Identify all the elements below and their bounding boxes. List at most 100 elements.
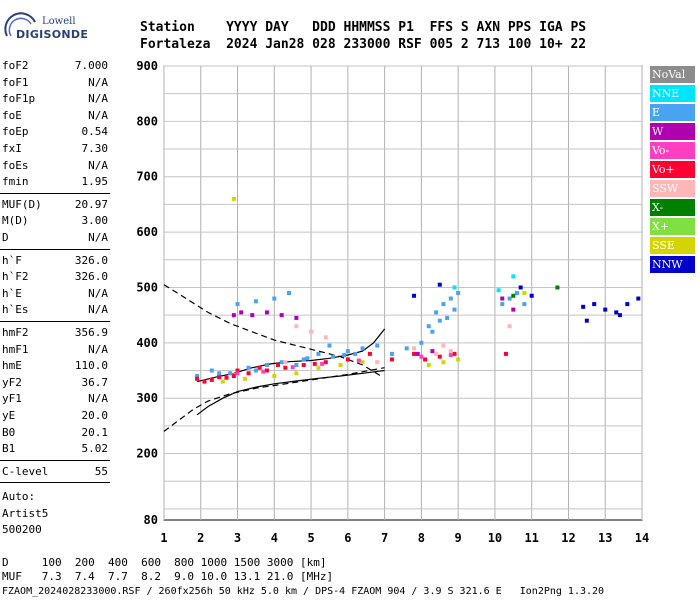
logo-lowell-text: Lowell	[42, 16, 76, 27]
param-value: 36.7	[81, 375, 109, 389]
param-key: foEp	[2, 125, 29, 139]
param-key: D	[2, 231, 9, 244]
x-tick-label: 7	[381, 531, 388, 545]
echo-point-e	[441, 302, 446, 307]
param-row-hes: h`Es N/A	[2, 302, 108, 318]
echo-point-vo	[320, 361, 325, 366]
echo-point-e	[389, 351, 394, 356]
param-value: 0.54	[81, 125, 109, 139]
legend-item-vo: Vo+	[650, 161, 695, 178]
plot-area	[163, 65, 643, 521]
echo-point-nnw	[529, 293, 534, 298]
param-row-fxi: fxI 7.30	[2, 141, 108, 157]
x-tick-label: 2	[197, 531, 204, 545]
echo-point-nnw	[636, 296, 641, 301]
auto-scaling-line1: Auto:	[2, 490, 36, 504]
echo-point-e	[445, 315, 450, 320]
echo-point-w	[294, 315, 299, 320]
param-value: N/A	[88, 303, 108, 317]
legend-item-vo: Vo-	[650, 142, 695, 159]
y-tick-label: 700	[136, 170, 158, 184]
legend-item-sse: SSE	[650, 237, 695, 254]
echo-point-e	[217, 371, 222, 376]
y-tick-label: 400	[136, 336, 158, 350]
echo-point-e	[452, 307, 457, 312]
echo-point-w	[500, 296, 505, 301]
param-row-hf2: h`F2 326.0	[2, 269, 108, 285]
echo-point-w	[239, 310, 244, 315]
param-row-md: M(D) 3.00	[2, 213, 108, 229]
echo-point-vo	[503, 351, 508, 356]
echo-point-e	[456, 291, 461, 295]
echo-point-e	[448, 296, 453, 301]
echo-point-sse	[242, 376, 247, 381]
echo-point-e	[279, 360, 284, 365]
logo-digisonde-text: DIGISONDE	[16, 28, 89, 41]
param-row-fmin: fmin 1.95	[2, 174, 108, 190]
param-row-fof2: foF2 7.000	[2, 58, 108, 74]
x-tick-label: 8	[418, 531, 425, 545]
echo-point-nnw	[625, 302, 630, 307]
param-key: M(D)	[2, 214, 29, 228]
param-value: N/A	[88, 286, 108, 300]
echo-point-e	[342, 353, 347, 358]
echo-point-sse	[426, 362, 431, 367]
echo-point-vo	[261, 369, 266, 374]
echo-point-ssw	[448, 349, 453, 354]
x-tick-label: 10	[488, 531, 502, 545]
echo-point-w	[250, 313, 255, 318]
param-value: 110.0	[74, 359, 108, 373]
echo-point-ssw	[323, 335, 328, 340]
footer-muf-row: MUF 7.3 7.4 7.7 8.2 9.0 10.0 13.1 21.0 […	[2, 570, 334, 583]
echo-point-e	[272, 296, 277, 301]
echo-point-vo	[195, 376, 200, 381]
x-tick-label: 14	[635, 531, 649, 545]
param-separator	[0, 248, 110, 250]
param-value: 20.97	[74, 197, 108, 211]
echo-point-e	[264, 362, 269, 367]
param-row-hf: h`F 326.0	[2, 253, 108, 269]
x-tick-label: 1	[160, 531, 167, 545]
echo-point-vo	[217, 375, 222, 380]
echo-point-vo	[452, 351, 457, 356]
echo-point-e	[253, 299, 258, 304]
echo-point-e	[522, 302, 527, 307]
echo-point-vo	[235, 368, 240, 373]
echo-point-sse	[294, 371, 299, 376]
echo-point-vo	[423, 357, 428, 362]
y-tick-label: 80	[144, 513, 158, 527]
param-key: foF1p	[2, 92, 36, 106]
echo-point-sse	[220, 379, 225, 384]
echo-point-ssw	[283, 360, 288, 365]
echo-point-e	[375, 343, 380, 348]
param-value: 5.02	[81, 442, 109, 456]
echo-point-vo	[246, 371, 251, 376]
y-tick-label: 300	[136, 391, 158, 405]
echo-point-e	[507, 296, 512, 301]
echo-point-vo	[412, 351, 417, 356]
param-separator	[0, 482, 110, 484]
x-tick-label: 5	[307, 531, 314, 545]
echo-point-e	[294, 362, 299, 367]
echo-point-nnw	[614, 310, 619, 315]
echo-point-vo	[275, 362, 280, 367]
param-key: fxI	[2, 142, 22, 155]
auto-scaling-line2: Artist5	[2, 506, 49, 520]
param-row-b1: B1 5.02	[2, 441, 108, 457]
param-row-hmf2: hmF2 356.9	[2, 325, 108, 341]
echo-point-sse	[456, 357, 461, 362]
echo-point-e	[404, 346, 409, 351]
param-value: N/A	[88, 342, 108, 356]
param-value: N/A	[88, 108, 108, 122]
echo-point-vo	[202, 379, 207, 384]
param-key: h`F	[2, 253, 22, 267]
echo-point-e	[430, 329, 435, 334]
param-value: N/A	[88, 92, 108, 106]
echo-point-ssw	[294, 324, 299, 329]
param-row-hme: hmE 110.0	[2, 358, 108, 374]
param-separator	[0, 192, 110, 194]
y-tick-label: 200	[136, 447, 158, 461]
echo-point-e	[331, 354, 336, 359]
param-key: yF2	[2, 375, 22, 389]
echo-point-e	[316, 351, 321, 356]
